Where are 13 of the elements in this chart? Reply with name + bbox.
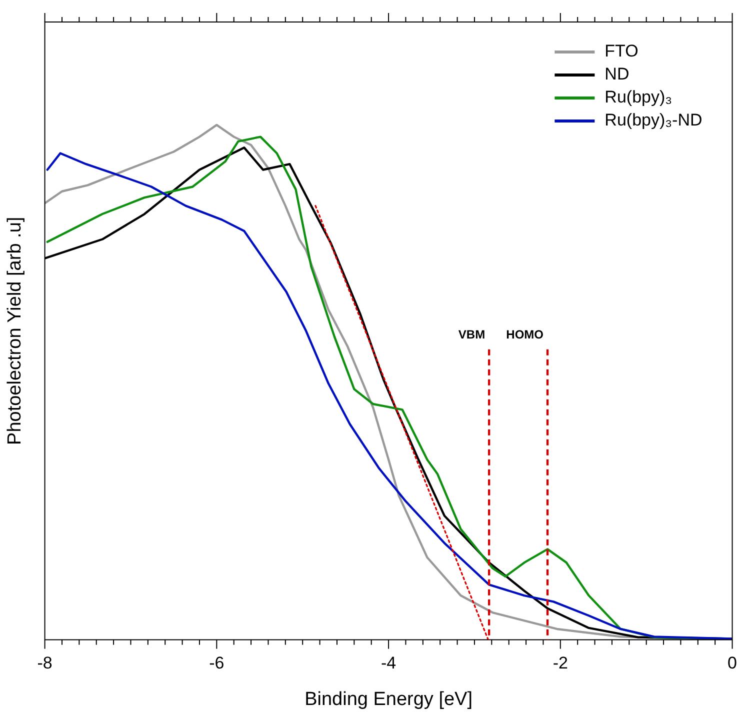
- x-tick-label: 0: [728, 654, 738, 673]
- ref-line-label: VBM: [458, 328, 486, 342]
- x-tick-label: -2: [552, 654, 568, 673]
- legend-label: Ru(bpy)₃: [604, 88, 672, 107]
- x-tick-label: -8: [37, 654, 52, 673]
- x-tick-label: -4: [380, 654, 396, 673]
- x-tick-label: -6: [209, 654, 224, 673]
- y-axis-title: Photoelectron Yield [arb .u]: [4, 216, 26, 445]
- x-axis-title: Binding Energy [eV]: [304, 688, 473, 710]
- legend-label: FTO: [604, 42, 638, 61]
- legend-label: Ru(bpy)₃-ND: [604, 110, 702, 130]
- legend-label: ND: [604, 64, 630, 84]
- ref-line-label: HOMO: [506, 328, 544, 342]
